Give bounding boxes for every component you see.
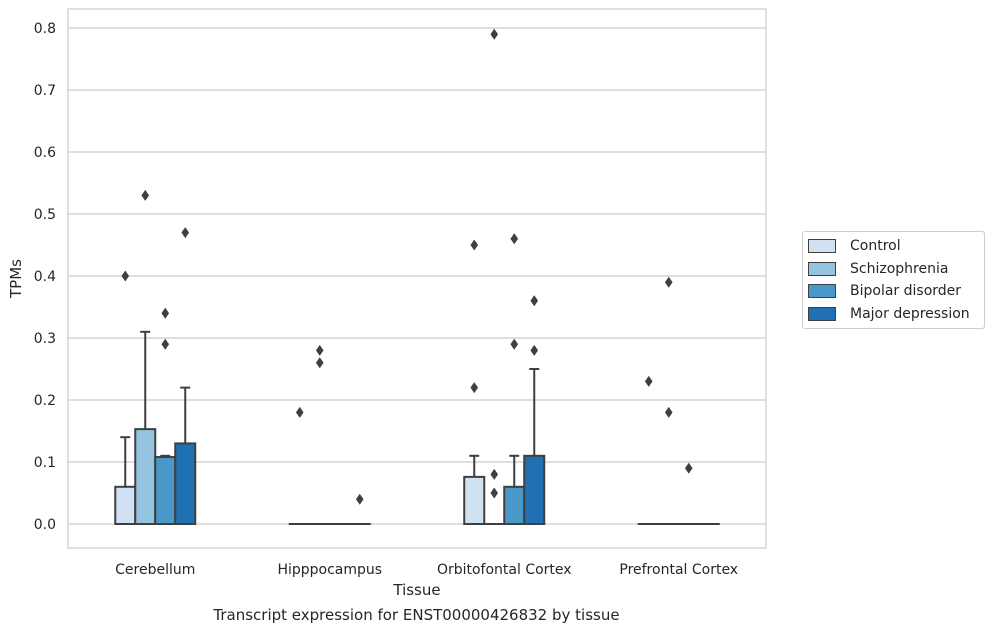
box-schizophrenia — [134, 189, 157, 526]
legend-label: Schizophrenia — [850, 260, 949, 277]
box — [523, 454, 546, 525]
outlier-point — [530, 295, 539, 307]
box — [134, 428, 157, 526]
box-major-depression — [174, 227, 197, 525]
x-tick-label: Orbitofontal Cortex — [437, 562, 572, 578]
box-bipolar-disorder — [677, 462, 700, 526]
legend-label: Major depression — [850, 305, 970, 322]
outlier-point — [490, 487, 499, 499]
box — [174, 442, 197, 525]
axis-ticks: 0.0 0.1 0.2 0.3 0.4 0.5 0.6 0.7 0.8 Cerebellum Hip… — [34, 21, 738, 578]
outlier-point — [684, 462, 693, 474]
y-tick-label: 0.4 — [34, 269, 56, 285]
outlier-point — [141, 189, 150, 201]
box-control — [288, 406, 311, 526]
box-schizophrenia — [308, 344, 331, 526]
legend-item: Control — [808, 235, 984, 258]
outlier-point — [181, 227, 190, 239]
legend-item: Bipolar disorder — [808, 280, 984, 303]
box — [114, 485, 137, 525]
chart-caption: Transcript expression for ENST0000042683… — [213, 606, 620, 624]
outlier-point — [510, 233, 519, 245]
box — [154, 456, 177, 526]
legend-item: Major depression — [808, 303, 984, 326]
outlier-point — [490, 28, 499, 40]
legend-label: Control — [850, 238, 901, 255]
box-bipolar-disorder — [154, 307, 177, 526]
outlier-point — [644, 375, 653, 387]
outlier-point — [295, 406, 304, 418]
x-tick-label: Prefrontal Cortex — [619, 562, 738, 578]
outlier-point — [470, 382, 479, 394]
box-major-depression — [523, 295, 546, 525]
y-axis-label: TPMs — [7, 259, 25, 299]
box-control — [114, 270, 137, 525]
legend-swatch — [808, 284, 836, 299]
y-tick-label: 0.2 — [34, 393, 56, 409]
outlier-point — [315, 344, 324, 356]
outlier-point — [664, 276, 673, 288]
y-tick-label: 0.3 — [34, 331, 56, 347]
box-bipolar-disorder — [503, 233, 526, 525]
outlier-point — [530, 344, 539, 356]
outlier-point — [161, 338, 170, 350]
box — [503, 485, 526, 525]
legend-swatch — [808, 239, 836, 254]
legend-swatch — [808, 306, 836, 321]
legend-label: Bipolar disorder — [850, 283, 962, 300]
x-tick-label: Hipppocampus — [277, 562, 382, 578]
box-major-depression — [348, 493, 371, 526]
y-tick-label: 0.1 — [34, 455, 56, 471]
box — [463, 475, 486, 526]
x-tick-label: Cerebellum — [115, 562, 195, 578]
outlier-point — [510, 338, 519, 350]
y-tick-label: 0.6 — [34, 145, 56, 161]
y-tick-label: 0.7 — [34, 83, 56, 99]
outlier-point — [664, 406, 673, 418]
outlier-point — [490, 468, 499, 480]
legend-swatch — [808, 261, 836, 276]
outlier-point — [161, 307, 170, 319]
box-plot-marks — [114, 28, 720, 526]
outlier-point — [315, 357, 324, 369]
y-tick-label: 0.0 — [34, 517, 56, 533]
gridlines — [68, 27, 766, 525]
legend-item: Schizophrenia — [808, 258, 984, 281]
y-tick-label: 0.5 — [34, 207, 56, 223]
x-axis-label: Tissue — [392, 581, 440, 599]
outlier-point — [470, 239, 479, 251]
y-tick-label: 0.8 — [34, 21, 56, 37]
box-control — [637, 375, 660, 526]
outlier-point — [355, 493, 364, 505]
plot-area-frame — [67, 8, 767, 549]
legend: Control Schizophrenia Bipolar disorder Majo… — [802, 231, 985, 329]
box-control — [463, 239, 486, 526]
outlier-point — [121, 270, 130, 282]
